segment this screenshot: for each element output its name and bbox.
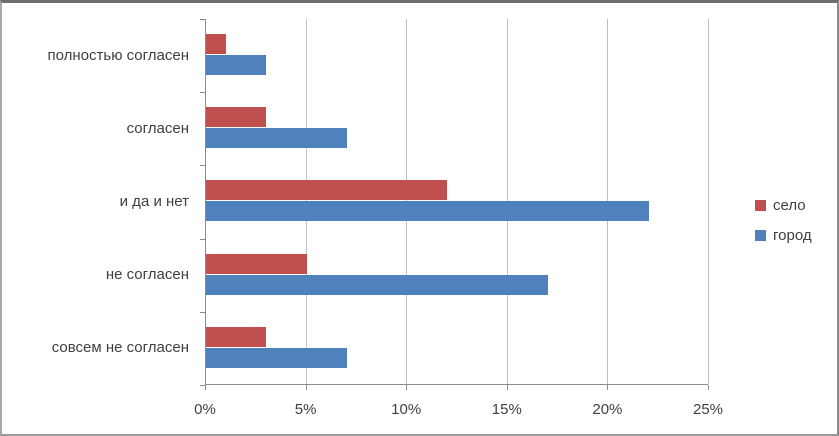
x-axis-label-15%: 15% [491, 401, 522, 418]
x-axis-tick [406, 385, 408, 390]
x-axis-label-5%: 5% [294, 401, 317, 418]
bar-село-0 [206, 34, 227, 54]
category-tick [200, 92, 206, 94]
category-tick [200, 19, 206, 20]
category-label-3: не согласен [105, 266, 189, 284]
legend-label: город [773, 226, 812, 244]
bar-село-1 [206, 107, 267, 128]
category-tick [200, 385, 206, 386]
x-axis-label-25%: 25% [692, 401, 724, 418]
bar-город-1 [206, 128, 347, 149]
x-axis-tick [506, 385, 508, 390]
legend: село город [755, 197, 812, 257]
legend-swatch-red-icon [755, 199, 766, 211]
bar-город-4 [206, 347, 347, 368]
x-axis-tick [708, 385, 709, 390]
bar-город-3 [206, 274, 549, 295]
legend-swatch-blue-icon [755, 229, 766, 241]
category-tick [200, 238, 206, 240]
x-axis-tick [607, 385, 609, 390]
x-axis-tick [305, 385, 307, 390]
legend-item-selo: село [755, 196, 812, 214]
gridline-25% [708, 19, 709, 384]
category-label-4: совсем не согласен [51, 339, 189, 357]
category-tick [200, 165, 206, 167]
legend-item-gorod: город [755, 226, 812, 244]
bar-город-0 [206, 55, 267, 75]
category-label-0: полностью согласен [47, 46, 190, 64]
bar-село-4 [206, 326, 267, 347]
legend-label: село [773, 196, 806, 214]
bar-село-2 [206, 180, 448, 201]
x-axis-label-20%: 20% [592, 401, 623, 418]
bar-село-3 [206, 253, 307, 274]
category-label-2: и да и нет [119, 193, 189, 210]
x-axis-label-10%: 10% [391, 401, 422, 418]
category-tick [200, 311, 206, 313]
x-axis-label-0%: 0% [194, 401, 216, 418]
plot-area [200, 19, 709, 390]
category-label-1: согласен [126, 119, 189, 137]
bar-город-2 [206, 201, 649, 222]
x-axis-tick [205, 385, 206, 390]
